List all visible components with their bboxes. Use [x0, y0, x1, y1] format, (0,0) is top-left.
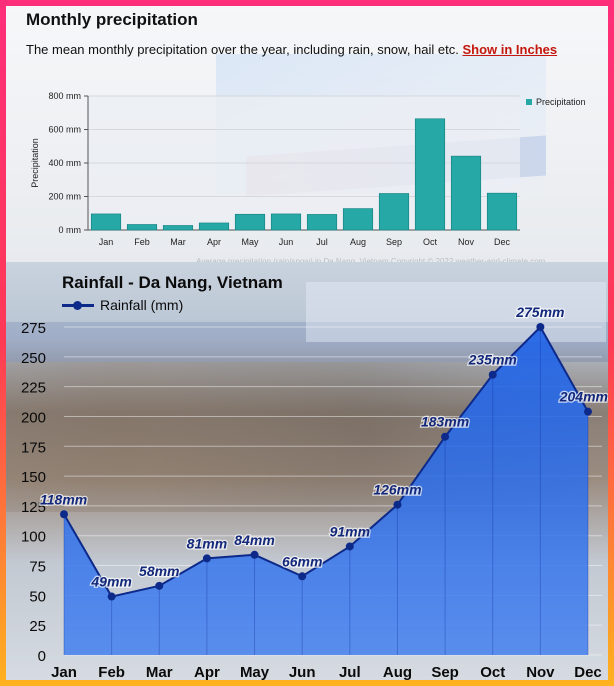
data-label: 91mm — [330, 523, 370, 539]
chart-credit: Average precipitation (rain/snow) in Da … — [196, 257, 545, 266]
rainfall-point — [298, 572, 307, 581]
x-tick-label: May — [240, 664, 270, 680]
rainfall-point — [584, 407, 592, 416]
y-tick-label: 250 — [21, 350, 46, 367]
x-tick-label: Aug — [383, 664, 412, 680]
y-tick-label: 25 — [29, 618, 46, 635]
y-tick-label: 800 mm — [48, 91, 81, 101]
precipitation-bar — [306, 214, 338, 231]
x-tick-label: Mar — [170, 237, 186, 247]
rainfall-point — [441, 432, 450, 441]
y-tick-label: 0 mm — [59, 225, 82, 235]
rainfall-area — [64, 327, 588, 655]
x-tick-label: Jul — [339, 664, 361, 680]
x-tick-label: Oct — [480, 664, 505, 680]
data-label: 183mm — [421, 414, 469, 430]
data-label: 84mm — [234, 532, 274, 548]
x-tick-label: Feb — [134, 237, 150, 247]
y-tick-label: 0 — [38, 648, 46, 665]
precipitation-bar — [450, 155, 482, 231]
x-tick-label: Mar — [146, 664, 173, 680]
x-tick-label: Jan — [99, 237, 114, 247]
legend-label: Precipitation — [536, 97, 586, 107]
rainfall-point — [345, 542, 354, 551]
background-photo-stripe — [6, 322, 608, 362]
x-tick-label: Dec — [574, 664, 602, 680]
y-tick-label: 75 — [29, 559, 46, 576]
chart-legend[interactable]: Rainfall (mm) — [62, 297, 183, 313]
monthly-precipitation-panel: Monthly precipitation The mean monthly p… — [6, 6, 608, 268]
screenshot-area: Monthly precipitation The mean monthly p… — [6, 6, 608, 680]
legend-label: Rainfall (mm) — [100, 297, 184, 313]
y-tick-label: 150 — [21, 469, 46, 486]
legend-marker-icon — [62, 299, 94, 311]
rainfall-point — [536, 323, 545, 331]
y-tick-label: 600 mm — [48, 125, 81, 135]
x-tick-label: Jul — [316, 237, 328, 247]
rainfall-point — [107, 592, 116, 601]
x-tick-label: Dec — [494, 237, 511, 247]
x-tick-label: Nov — [526, 664, 555, 680]
x-tick-label: Oct — [423, 237, 438, 247]
data-label: 118mm — [40, 491, 87, 507]
subtitle-text: The mean monthly precipitation over the … — [26, 42, 459, 57]
data-label: 126mm — [373, 482, 421, 498]
y-tick-label: 275 — [21, 320, 46, 337]
x-tick-label: Apr — [207, 237, 221, 247]
x-tick-label: Sep — [386, 237, 402, 247]
data-label: 275mm — [515, 304, 564, 320]
y-tick-label: 200 — [21, 409, 46, 426]
x-tick-label: Jan — [51, 664, 77, 680]
y-axis-label: Precipitation — [30, 138, 40, 188]
rainfall-panel: 0 25 50 75 100 125 150 175 200 225 250 275 118mm Jan 4… — [6, 262, 608, 680]
precipitation-bar-chart: 0 mm 200 mm 400 mm 600 mm 800 mm Jan Feb Mar Apr… — [30, 91, 586, 247]
x-tick-label: Nov — [458, 237, 475, 247]
precipitation-bar — [198, 222, 230, 231]
panel-title: Monthly precipitation — [26, 10, 198, 29]
data-label: 81mm — [187, 535, 227, 551]
rainfall-point — [250, 550, 259, 559]
data-label: 58mm — [139, 563, 179, 579]
y-tick-label: 125 — [21, 499, 46, 516]
rainfall-point — [202, 554, 211, 563]
x-tick-label: Feb — [98, 664, 125, 680]
legend-swatch — [526, 99, 532, 105]
rainfall-point — [60, 510, 68, 519]
data-label: 66mm — [282, 553, 322, 569]
rainfall-point — [155, 581, 164, 590]
precipitation-bar — [270, 213, 302, 231]
precipitation-bar — [126, 224, 158, 231]
x-tick-label: Apr — [194, 664, 220, 680]
chart-title: Rainfall - Da Nang, Vietnam — [62, 273, 283, 292]
background-photo-sign — [306, 282, 606, 342]
x-tick-label: May — [241, 237, 259, 247]
rainfall-line — [63, 325, 589, 598]
y-tick-label: 225 — [21, 380, 46, 397]
rainfall-area-chart: 0 25 50 75 100 125 150 175 200 225 250 275 118mm Jan 4… — [21, 303, 608, 680]
precipitation-bar — [486, 192, 518, 231]
show-in-inches-link[interactable]: Show in Inches — [462, 42, 558, 57]
x-tick-label: Jun — [279, 237, 294, 247]
rainfall-point — [393, 500, 402, 509]
x-tick-label: Sep — [431, 664, 459, 680]
rainfall-point — [488, 370, 497, 379]
y-tick-label: 100 — [21, 529, 46, 546]
precipitation-bar — [342, 208, 374, 231]
x-tick-label: Jun — [289, 664, 316, 680]
y-tick-label: 50 — [29, 588, 46, 605]
y-tick-label: 400 mm — [48, 158, 81, 168]
y-tick-label: 175 — [21, 439, 46, 456]
y-tick-label: 200 mm — [48, 192, 81, 202]
data-label: 204mm — [559, 389, 608, 405]
precipitation-bar — [378, 193, 410, 231]
precipitation-bar — [90, 213, 122, 231]
data-label: 235mm — [468, 352, 517, 368]
precipitation-bar — [162, 225, 194, 231]
precipitation-bar — [234, 213, 266, 231]
data-label: 49mm — [90, 574, 131, 590]
precipitation-bar — [414, 118, 446, 231]
panel-subtitle: The mean monthly precipitation over the … — [26, 42, 557, 57]
x-tick-label: Aug — [350, 237, 366, 247]
